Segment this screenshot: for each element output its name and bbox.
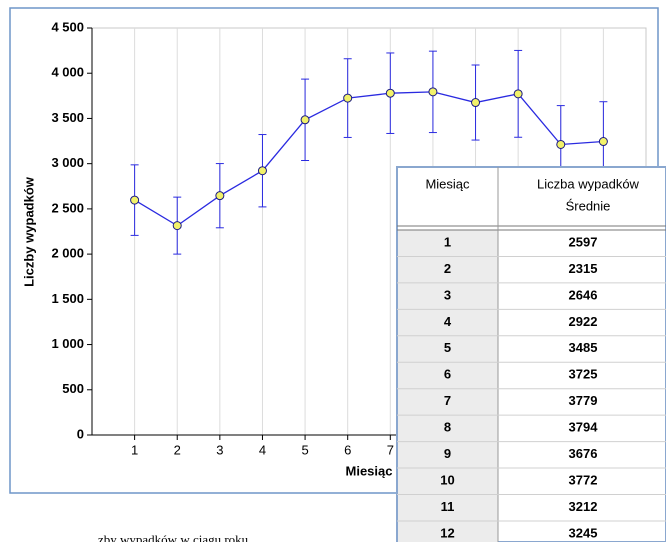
header-cell: Liczba wypadków [537,176,639,191]
value-cell: 2922 [569,314,598,329]
marker [513,89,523,99]
x-tick-label: 7 [387,442,394,457]
x-tick-label: 5 [301,442,308,457]
index-cell: 5 [444,340,451,355]
index-cell: 4 [444,314,452,329]
y-tick-label: 3 500 [51,110,84,125]
index-cell: 2 [444,261,451,276]
y-tick-label: 500 [62,381,84,396]
series-line [134,91,604,227]
marker [300,115,310,125]
x-axis-label: Miesiąc [346,463,393,478]
value-cell: 3212 [569,499,598,514]
y-tick-label: 0 [77,426,84,441]
index-cell: 11 [441,499,455,514]
value-cell: 2646 [569,287,598,302]
marker [172,221,182,231]
value-cell: 3676 [569,446,598,461]
value-cell: 3725 [569,367,598,382]
x-tick-label: 1 [131,442,138,457]
marker [130,195,140,205]
index-cell: 7 [444,393,451,408]
y-tick-label: 1 000 [51,336,84,351]
y-tick-label: 2 000 [51,246,84,261]
y-axis-label: Liczby wypadków [21,176,36,287]
marker [215,191,225,201]
marker [343,93,353,103]
index-column [398,230,498,542]
y-tick-label: 3 000 [51,155,84,170]
header-cell: Miesiąc [425,176,470,191]
y-tick-label: 2 500 [51,200,84,215]
x-tick-label: 4 [259,442,266,457]
value-cell: 2315 [569,261,598,276]
index-cell: 6 [444,367,451,382]
caption: zby wypadków w ciągu roku [98,532,249,542]
value-cell: 3794 [569,420,599,435]
index-cell: 8 [444,420,451,435]
marker [428,87,438,97]
value-cell: 3779 [569,393,598,408]
marker [598,137,608,147]
value-cell: 3245 [569,525,598,540]
value-cell: 3772 [569,472,598,487]
y-tick-label: 1 500 [51,291,84,306]
header-cell: Średnie [566,198,611,213]
index-cell: 12 [440,525,454,540]
value-cell: 2597 [569,234,598,249]
marker [385,88,395,98]
marker [471,98,481,108]
x-tick-label: 3 [216,442,223,457]
x-tick-label: 6 [344,442,351,457]
value-cell: 3485 [569,340,598,355]
y-tick-label: 4 000 [51,65,84,80]
index-cell: 9 [444,446,451,461]
index-cell: 10 [440,472,454,487]
y-tick-label: 4 500 [51,19,84,34]
x-tick-label: 2 [174,442,181,457]
marker [257,166,267,176]
marker [556,139,566,149]
index-cell: 3 [444,287,451,302]
index-cell: 1 [444,234,451,249]
